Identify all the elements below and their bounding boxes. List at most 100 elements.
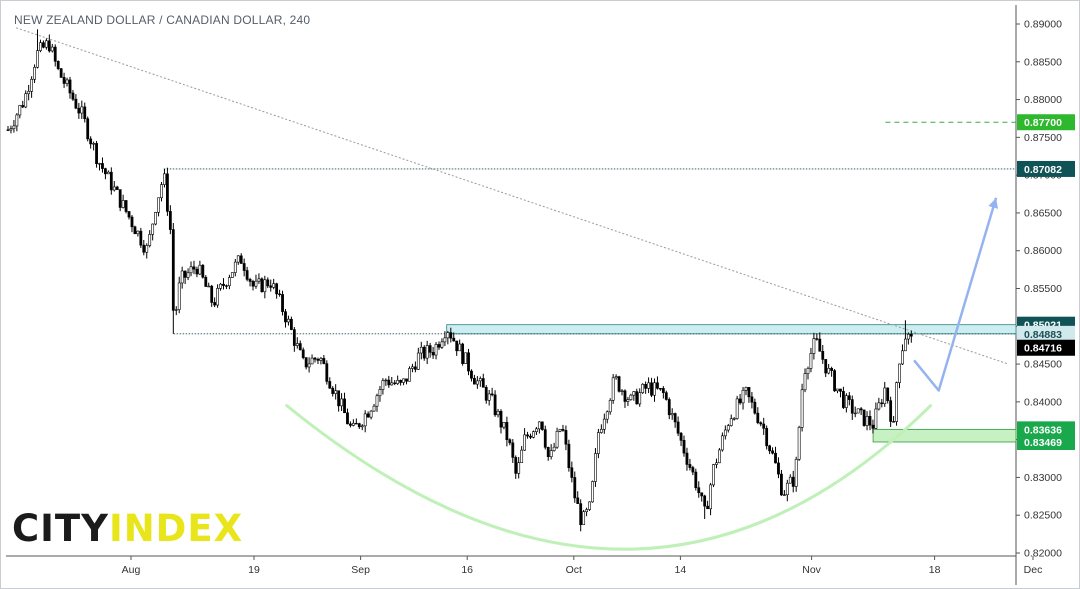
candle [431, 346, 435, 359]
candle [216, 284, 219, 308]
candle-body [785, 482, 789, 496]
logo-index: INDEX [108, 507, 244, 550]
candle [9, 125, 13, 134]
candle-body [207, 285, 211, 288]
candle-body [765, 428, 769, 447]
candle-body [836, 388, 839, 392]
candle [242, 258, 246, 277]
candle-body [434, 344, 438, 356]
candle-body [198, 264, 202, 275]
candle [228, 274, 231, 290]
candle-body [552, 446, 556, 451]
candle-body [706, 505, 710, 510]
candle [889, 396, 893, 428]
candle [322, 355, 326, 365]
candle-body [596, 432, 600, 454]
candle [260, 277, 264, 293]
candle [579, 499, 583, 532]
candle [570, 461, 574, 483]
candle [204, 275, 208, 287]
candle [86, 116, 90, 142]
candle [540, 421, 544, 431]
candle-body [653, 382, 656, 396]
candle-body [782, 494, 786, 496]
candle [741, 387, 745, 410]
candle [706, 500, 710, 510]
candle [201, 264, 205, 279]
candle-body [700, 492, 704, 497]
candle-body [47, 40, 51, 52]
price-tag-bg [1017, 114, 1075, 131]
candle-body [688, 464, 692, 468]
candle [343, 392, 346, 414]
candle-body [180, 270, 184, 284]
candle-body [393, 382, 397, 384]
candle [133, 225, 137, 235]
candle [842, 386, 845, 409]
candle-body [171, 229, 175, 311]
candle-body [827, 368, 831, 374]
candle [396, 375, 400, 385]
candle-body [236, 255, 240, 263]
candle-body [679, 432, 683, 441]
candle [859, 407, 863, 416]
x-tick-label: Sep [351, 564, 370, 576]
candle [42, 40, 45, 49]
candle [833, 369, 836, 392]
candle [877, 397, 881, 411]
candle-body [42, 42, 45, 48]
candle [266, 277, 270, 289]
candle [381, 378, 385, 395]
candle-body [225, 285, 228, 287]
candle [136, 230, 140, 237]
candle [511, 439, 515, 463]
candle [65, 77, 69, 87]
candle [898, 363, 901, 389]
candle-body [484, 387, 488, 401]
candle [788, 474, 792, 484]
candle-body [346, 412, 349, 425]
candle [225, 284, 228, 290]
candle-body [691, 467, 695, 473]
candle-body [307, 363, 311, 368]
candle [53, 44, 57, 67]
candle [127, 211, 131, 220]
candle [151, 223, 155, 241]
y-tick-label: 0.89000 [1024, 19, 1062, 31]
candle-body [570, 467, 574, 478]
candle [720, 432, 724, 452]
candle-body [862, 409, 866, 426]
candle-body [667, 399, 671, 416]
x-tick-label: Dec [1024, 564, 1043, 576]
candle-body [378, 389, 382, 397]
candle [729, 414, 733, 427]
candle-body [540, 421, 544, 430]
candle-body [272, 283, 276, 288]
candle [145, 243, 149, 259]
candle [520, 446, 524, 463]
candle-body [573, 477, 577, 499]
y-tick-label: 0.86000 [1024, 245, 1062, 257]
candle [375, 393, 379, 412]
candle-body [239, 255, 243, 264]
candle [753, 398, 757, 415]
candle-body [289, 318, 293, 330]
candle [62, 72, 66, 88]
candle-body [818, 338, 822, 352]
candle-body [874, 408, 878, 429]
candle [390, 376, 394, 386]
candle-body [360, 425, 364, 428]
candle [416, 347, 420, 370]
candle [679, 431, 683, 447]
candle-body [65, 79, 69, 84]
candle-body [166, 173, 169, 212]
candle-body [638, 392, 642, 405]
candle-body [605, 411, 609, 420]
candle [588, 501, 591, 511]
candle [856, 408, 860, 414]
candle-body [889, 400, 893, 422]
candle [815, 333, 819, 341]
candle-body [216, 288, 219, 306]
candle [703, 494, 707, 519]
